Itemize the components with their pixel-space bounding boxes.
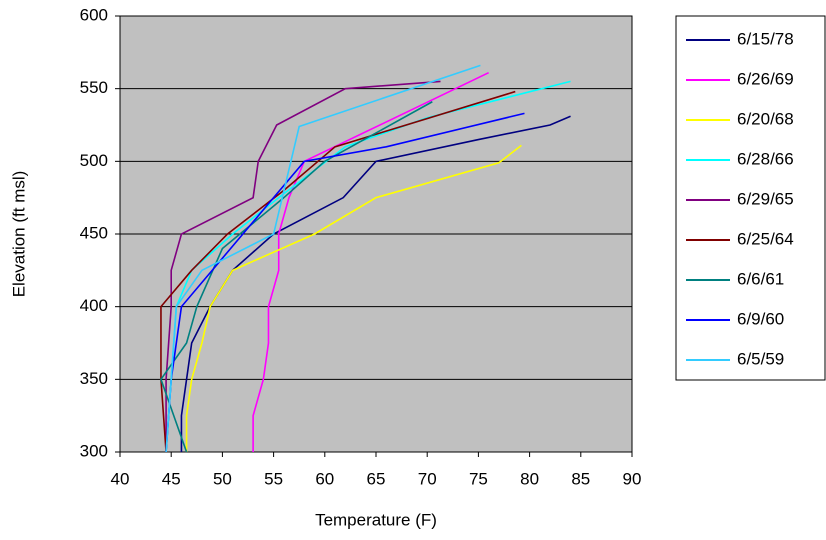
legend-label: 6/9/60 bbox=[737, 309, 784, 328]
legend-label: 6/20/68 bbox=[737, 109, 794, 128]
legend-label: 6/6/61 bbox=[737, 269, 784, 288]
y-tick-label: 350 bbox=[80, 369, 108, 388]
y-tick-label: 600 bbox=[80, 5, 108, 24]
legend-label: 6/5/59 bbox=[737, 349, 784, 368]
y-tick-label: 300 bbox=[80, 441, 108, 460]
x-tick-label: 75 bbox=[469, 469, 488, 488]
legend-label: 6/26/69 bbox=[737, 69, 794, 88]
x-tick-label: 70 bbox=[418, 469, 437, 488]
x-axis-title: Temperature (F) bbox=[315, 510, 437, 529]
data-line bbox=[165, 80, 441, 452]
x-tick-label: 65 bbox=[367, 469, 386, 488]
y-axis-title: Elevation (ft msl) bbox=[9, 171, 28, 298]
x-tick-label: 85 bbox=[571, 469, 590, 488]
legend-label: 6/28/66 bbox=[737, 149, 794, 168]
y-tick-label: 400 bbox=[80, 296, 108, 315]
x-tick-label: 90 bbox=[623, 469, 642, 488]
legend-label: 6/15/78 bbox=[737, 29, 794, 48]
data-line bbox=[180, 115, 571, 452]
legend-label: 6/29/65 bbox=[737, 189, 794, 208]
y-tick-label: 550 bbox=[80, 78, 108, 97]
data-line bbox=[160, 90, 516, 453]
data-line bbox=[165, 64, 481, 453]
x-tick-label: 40 bbox=[111, 469, 130, 488]
y-tick-label: 500 bbox=[80, 151, 108, 170]
x-tick-label: 80 bbox=[520, 469, 539, 488]
x-tick-label: 55 bbox=[264, 469, 283, 488]
y-tick-label: 450 bbox=[80, 223, 108, 242]
data-line bbox=[185, 144, 522, 452]
data-line bbox=[165, 112, 525, 453]
data-line bbox=[160, 101, 433, 453]
legend-label: 6/25/64 bbox=[737, 229, 794, 248]
x-tick-label: 50 bbox=[213, 469, 232, 488]
plot-frame bbox=[119, 15, 633, 453]
x-tick-label: 45 bbox=[162, 469, 181, 488]
x-tick-label: 60 bbox=[315, 469, 334, 488]
